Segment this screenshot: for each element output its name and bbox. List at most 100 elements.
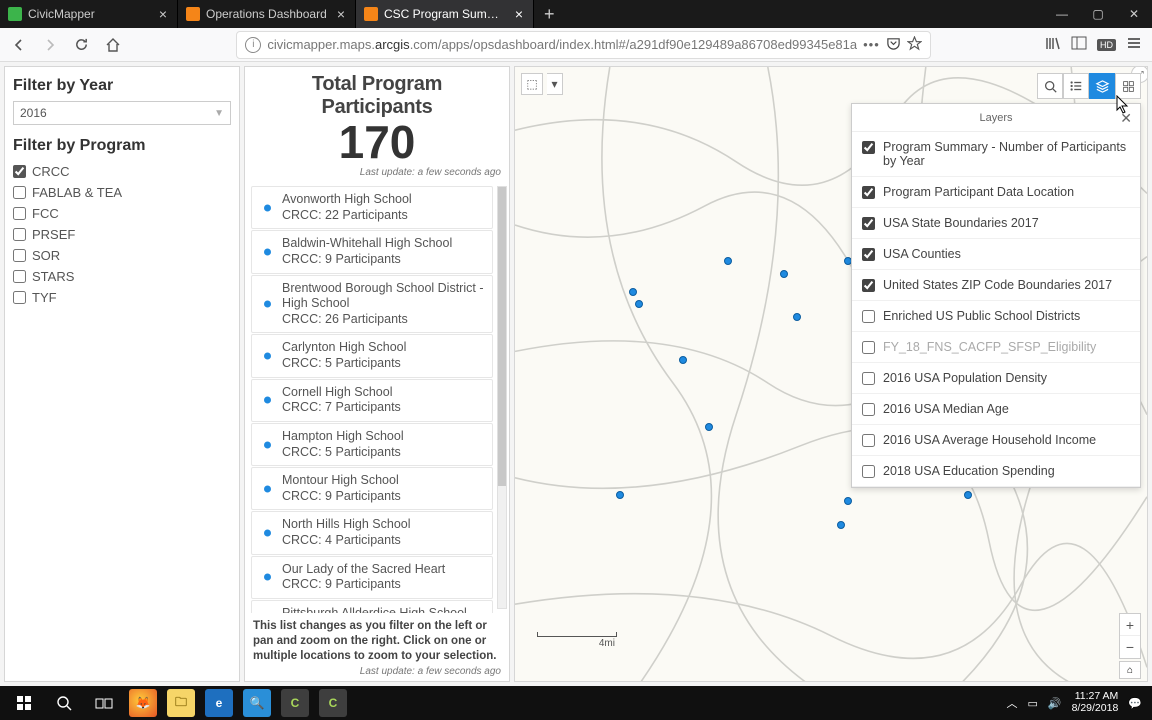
list-scrollbar[interactable]	[497, 186, 507, 609]
school-list-item[interactable]: Montour High School CRCC: 9 Participants	[251, 467, 493, 510]
menu-icon[interactable]	[1126, 36, 1142, 53]
bookmark-star-icon[interactable]	[907, 36, 922, 54]
school-list-item[interactable]: Our Lady of the Sacred Heart CRCC: 9 Par…	[251, 556, 493, 599]
layer-checkbox[interactable]	[862, 403, 875, 416]
layers-close-icon[interactable]: ✕	[1120, 110, 1132, 127]
tab-close-icon[interactable]: ×	[157, 6, 169, 22]
school-list[interactable]: Avonworth High School CRCC: 22 Participa…	[251, 186, 493, 613]
layer-checkbox[interactable]	[862, 341, 875, 354]
program-checkbox[interactable]	[13, 270, 26, 283]
school-list-item[interactable]: North Hills High School CRCC: 4 Particip…	[251, 511, 493, 554]
program-filter-item[interactable]: FCC	[13, 203, 231, 224]
map-point[interactable]	[616, 491, 624, 499]
tray-volume-icon[interactable]: 🔊	[1048, 697, 1062, 710]
layer-row[interactable]: 2016 USA Median Age	[852, 394, 1140, 425]
layer-row[interactable]: Program Summary - Number of Participants…	[852, 132, 1140, 177]
start-button[interactable]	[4, 688, 44, 718]
pocket-icon[interactable]	[886, 36, 901, 54]
browser-tab[interactable]: CSC Program Summary Dashb ×	[356, 0, 534, 28]
site-info-icon[interactable]: i	[245, 37, 261, 53]
layer-row[interactable]: 2016 USA Population Density	[852, 363, 1140, 394]
layer-row[interactable]: Program Participant Data Location	[852, 177, 1140, 208]
map-panel[interactable]: ⬚ ▾ ⤢ Layers ✕ Program Summar	[514, 66, 1148, 682]
browser-tab[interactable]: CivicMapper ×	[0, 0, 178, 28]
app-2-taskbar-icon[interactable]: C	[319, 689, 347, 717]
forward-button[interactable]	[38, 32, 64, 58]
more-actions-icon[interactable]: •••	[863, 37, 880, 52]
map-search-icon[interactable]	[1037, 73, 1063, 99]
program-filter-item[interactable]: TYF	[13, 287, 231, 308]
reload-button[interactable]	[69, 32, 95, 58]
tray-battery-icon[interactable]: ▭	[1027, 697, 1037, 710]
map-basemap-icon[interactable]	[1115, 73, 1141, 99]
program-checkbox[interactable]	[13, 249, 26, 262]
layer-checkbox[interactable]	[862, 141, 875, 154]
ext-icon[interactable]: HD	[1097, 39, 1116, 51]
magnifier-taskbar-icon[interactable]: 🔍	[243, 689, 271, 717]
layer-checkbox[interactable]	[862, 279, 875, 292]
school-list-item[interactable]: Hampton High School CRCC: 5 Participants	[251, 423, 493, 466]
map-legend-icon[interactable]	[1063, 73, 1089, 99]
library-icon[interactable]	[1045, 35, 1061, 54]
edge-taskbar-icon[interactable]: e	[205, 689, 233, 717]
school-list-item[interactable]: Baldwin-Whitehall High School CRCC: 9 Pa…	[251, 230, 493, 273]
new-tab-button[interactable]: +	[534, 0, 565, 28]
zoom-out-button[interactable]: −	[1120, 636, 1140, 658]
layer-row[interactable]: Enriched US Public School Districts	[852, 301, 1140, 332]
layer-row[interactable]: 2016 USA Average Household Income	[852, 425, 1140, 456]
program-filter-item[interactable]: FABLAB & TEA	[13, 182, 231, 203]
zoom-in-button[interactable]: +	[1120, 614, 1140, 636]
program-checkbox[interactable]	[13, 165, 26, 178]
layer-row[interactable]: FY_18_FNS_CACFP_SFSP_Eligibility	[852, 332, 1140, 363]
program-filter-item[interactable]: CRCC	[13, 161, 231, 182]
taskbar-clock[interactable]: 11:27 AM 8/29/2018	[1072, 691, 1119, 714]
maximize-button[interactable]: ▢	[1080, 0, 1116, 28]
program-checkbox[interactable]	[13, 291, 26, 304]
map-layers-icon[interactable]	[1089, 73, 1115, 99]
school-list-item[interactable]: Avonworth High School CRCC: 22 Participa…	[251, 186, 493, 229]
map-point[interactable]	[793, 313, 801, 321]
notifications-icon[interactable]: 💬	[1128, 697, 1142, 710]
program-checkbox[interactable]	[13, 207, 26, 220]
layer-row[interactable]: USA Counties	[852, 239, 1140, 270]
tray-up-icon[interactable]: ︿	[1006, 695, 1017, 711]
layer-row[interactable]: USA State Boundaries 2017	[852, 208, 1140, 239]
layer-checkbox[interactable]	[862, 465, 875, 478]
selection-tool-icon[interactable]: ⬚	[521, 73, 543, 95]
map-point[interactable]	[705, 423, 713, 431]
map-point[interactable]	[724, 257, 732, 265]
tab-close-icon[interactable]: ×	[513, 6, 525, 22]
map-point[interactable]	[964, 491, 972, 499]
program-filter-item[interactable]: SOR	[13, 245, 231, 266]
browser-tab[interactable]: Operations Dashboard ×	[178, 0, 356, 28]
program-filter-item[interactable]: STARS	[13, 266, 231, 287]
layer-checkbox[interactable]	[862, 186, 875, 199]
sidebar-icon[interactable]	[1071, 36, 1087, 53]
map-point[interactable]	[844, 497, 852, 505]
close-window-button[interactable]: ✕	[1116, 0, 1152, 28]
app-1-taskbar-icon[interactable]: C	[281, 689, 309, 717]
layer-checkbox[interactable]	[862, 248, 875, 261]
layer-row[interactable]: United States ZIP Code Boundaries 2017	[852, 270, 1140, 301]
layer-checkbox[interactable]	[862, 434, 875, 447]
task-view-icon[interactable]	[84, 688, 124, 718]
program-filter-item[interactable]: PRSEF	[13, 224, 231, 245]
year-select[interactable]: 2016 ▼	[13, 101, 231, 125]
layer-checkbox[interactable]	[862, 372, 875, 385]
explorer-taskbar-icon[interactable]: 🗀	[167, 689, 195, 717]
back-button[interactable]	[6, 32, 32, 58]
map-point[interactable]	[679, 356, 687, 364]
minimize-button[interactable]: —	[1044, 0, 1080, 28]
program-checkbox[interactable]	[13, 186, 26, 199]
selection-dropdown-icon[interactable]: ▾	[547, 73, 563, 95]
map-home-button[interactable]: ⌂	[1119, 661, 1141, 679]
map-point[interactable]	[629, 288, 637, 296]
school-list-item[interactable]: Pittsburgh Allderdice High School CRCC: …	[251, 600, 493, 613]
school-list-item[interactable]: Brentwood Borough School District - High…	[251, 275, 493, 334]
tab-close-icon[interactable]: ×	[335, 6, 347, 22]
layer-row[interactable]: 2018 USA Education Spending	[852, 456, 1140, 487]
school-list-item[interactable]: Carlynton High School CRCC: 5 Participan…	[251, 334, 493, 377]
layer-checkbox[interactable]	[862, 217, 875, 230]
layer-checkbox[interactable]	[862, 310, 875, 323]
search-taskbar-icon[interactable]	[44, 688, 84, 718]
